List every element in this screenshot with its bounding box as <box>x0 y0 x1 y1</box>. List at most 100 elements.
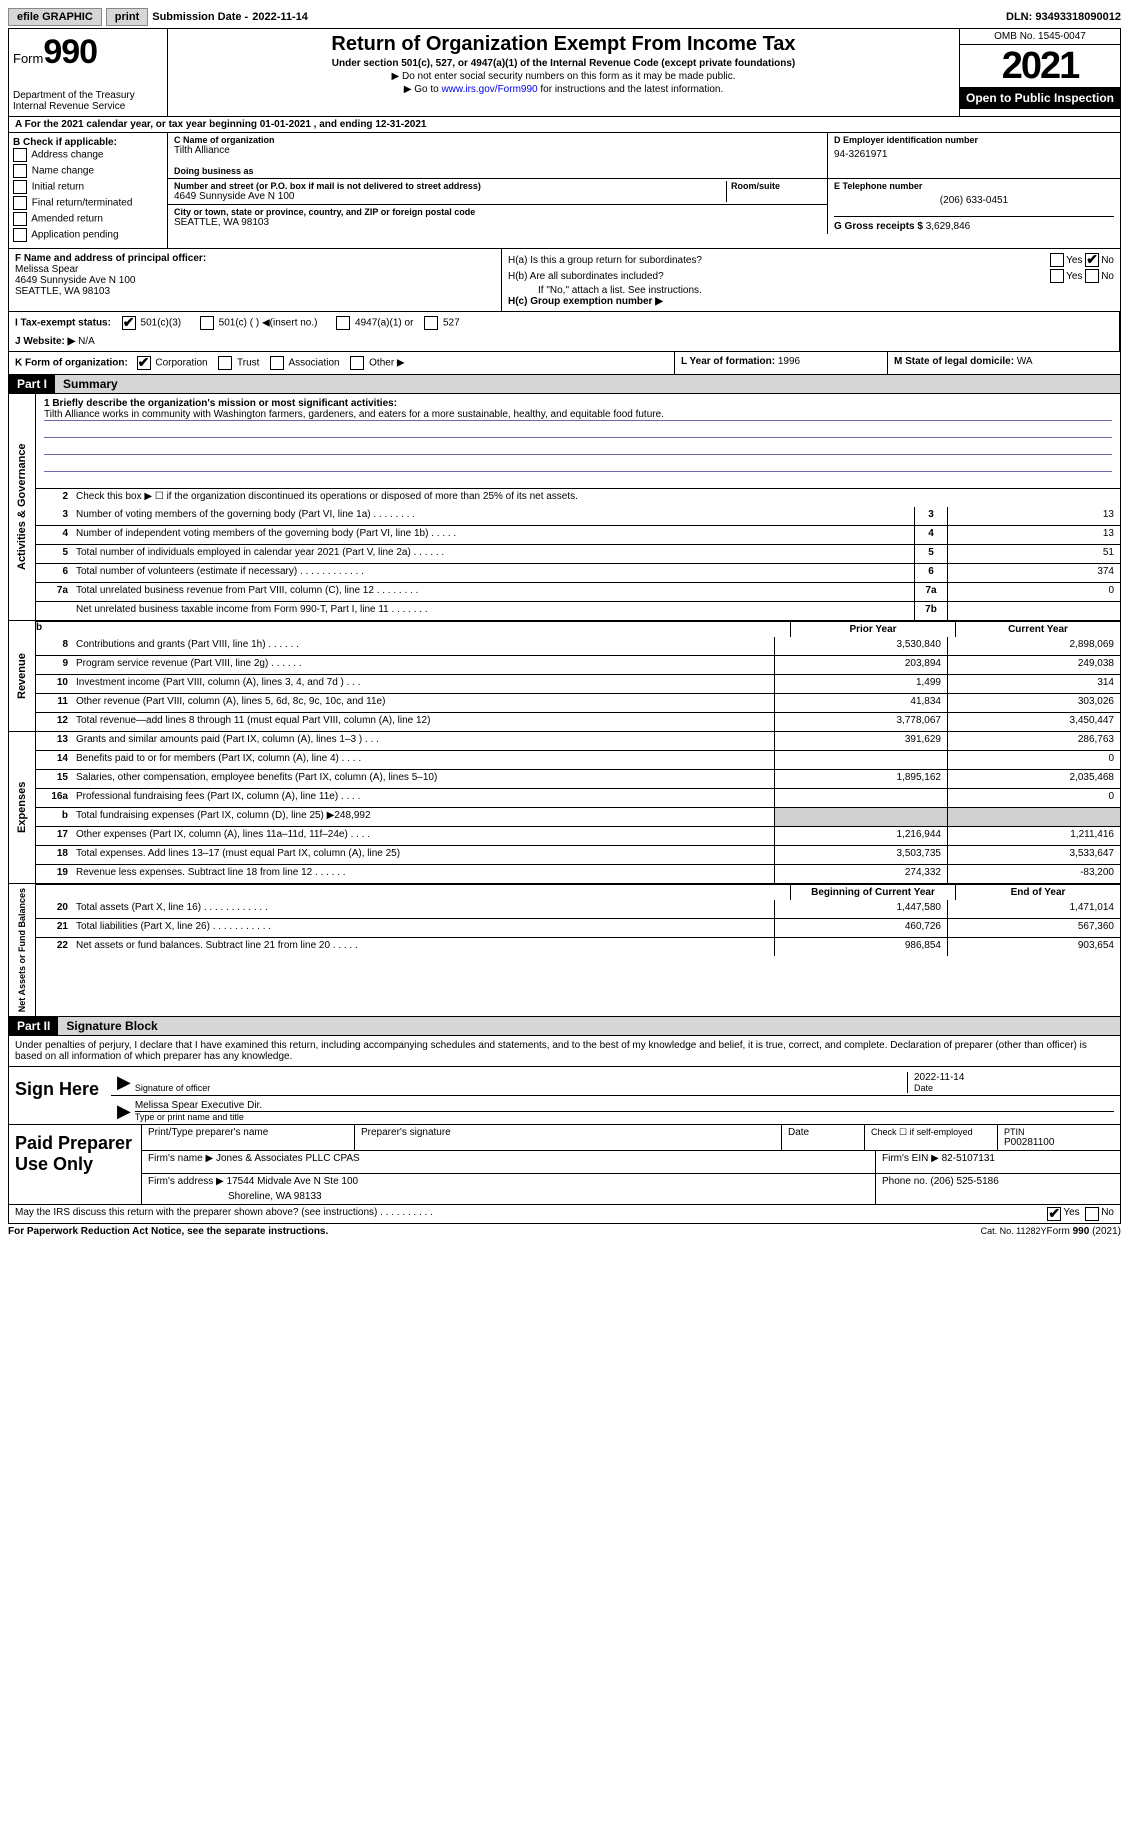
firm-addr2: Shoreline, WA 98133 <box>148 1191 869 1202</box>
summary-line: 3Number of voting members of the governi… <box>36 507 1120 525</box>
checkbox[interactable] <box>13 164 27 178</box>
part1-title: Summary <box>55 375 1120 393</box>
501c-checkbox[interactable] <box>200 316 214 330</box>
officer-addr1: 4649 Sunnyside Ave N 100 <box>15 275 495 286</box>
goto-note: ▶ Go to www.irs.gov/Form990 for instruct… <box>172 84 955 95</box>
revenue-line: 12Total revenue—add lines 8 through 11 (… <box>36 712 1120 731</box>
part1-header: Part I <box>9 375 55 393</box>
sig-date-label: Date <box>914 1083 1114 1093</box>
section-fh: F Name and address of principal officer:… <box>8 249 1121 312</box>
prep-sig-label: Preparer's signature <box>355 1125 782 1150</box>
sig-officer-label: Signature of officer <box>135 1083 907 1093</box>
501c3-checkbox[interactable] <box>122 316 136 330</box>
ha-no-checkbox[interactable] <box>1085 253 1099 267</box>
cat-number: Cat. No. 11282Y <box>981 1226 1047 1237</box>
submission-date: 2022-11-14 <box>252 11 308 23</box>
officer-printed-name: Melissa Spear Executive Dir. <box>135 1100 1114 1112</box>
expense-line: 13Grants and similar amounts paid (Part … <box>36 732 1120 750</box>
city-label: City or town, state or province, country… <box>174 207 821 217</box>
sig-arrow-icon: ▶ <box>117 1072 131 1093</box>
part2-title: Signature Block <box>58 1017 1120 1035</box>
corp-checkbox[interactable] <box>137 356 151 370</box>
city: SEATTLE, WA 98103 <box>174 217 821 228</box>
side-netassets: Net Assets or Fund Balances <box>9 884 36 1016</box>
form-footer: Form 990 (2021) <box>1047 1226 1121 1237</box>
paid-preparer-label: Paid Preparer Use Only <box>9 1125 142 1204</box>
checkbox[interactable] <box>13 228 27 242</box>
street: 4649 Sunnyside Ave N 100 <box>174 191 722 202</box>
other-checkbox[interactable] <box>350 356 364 370</box>
line-a: A For the 2021 calendar year, or tax yea… <box>8 117 1121 133</box>
netassets-line: 21Total liabilities (Part X, line 26) . … <box>36 918 1120 937</box>
ptin-label: PTIN <box>1004 1127 1114 1137</box>
box-b-item: Address change <box>13 148 163 162</box>
omb-number: OMB No. 1545-0047 <box>960 29 1120 45</box>
firm-name-label: Firm's name ▶ <box>148 1153 213 1164</box>
expense-line: 17Other expenses (Part IX, column (A), l… <box>36 826 1120 845</box>
hb-no-checkbox[interactable] <box>1085 269 1099 283</box>
beg-year-header: Beginning of Current Year <box>790 885 955 900</box>
website-label: J Website: ▶ <box>15 336 75 347</box>
firm-addr: 17544 Midvale Ave N Ste 100 <box>227 1176 359 1187</box>
checkbox[interactable] <box>13 180 27 194</box>
dba-label: Doing business as <box>174 166 821 176</box>
form-subtitle: Under section 501(c), 527, or 4947(a)(1)… <box>172 58 955 69</box>
prep-date-label: Date <box>782 1125 865 1150</box>
self-employed-check: Check ☐ if self-employed <box>865 1125 998 1150</box>
public-inspection: Open to Public Inspection <box>960 87 1120 109</box>
room-label: Room/suite <box>731 181 821 191</box>
box-l: L Year of formation: 1996 <box>675 352 888 374</box>
dln: DLN: 93493318090012 <box>1006 11 1121 23</box>
expense-line: 16aProfessional fundraising fees (Part I… <box>36 788 1120 807</box>
expense-line: 19Revenue less expenses. Subtract line 1… <box>36 864 1120 883</box>
box-b: B Check if applicable: Address change Na… <box>9 133 168 248</box>
summary-line: 4Number of independent voting members of… <box>36 525 1120 544</box>
sig-date: 2022-11-14 <box>914 1072 1114 1083</box>
prior-year-header: Prior Year <box>790 622 955 637</box>
discuss-no-checkbox[interactable] <box>1085 1207 1099 1221</box>
dept-label: Department of the Treasury Internal Reve… <box>13 90 163 112</box>
firm-ein-label: Firm's EIN ▶ <box>882 1153 939 1164</box>
hb-yes-checkbox[interactable] <box>1050 269 1064 283</box>
trust-checkbox[interactable] <box>218 356 232 370</box>
summary-line: Net unrelated business taxable income fr… <box>36 601 1120 620</box>
hb-label: H(b) Are all subordinates included? <box>508 271 1050 282</box>
prep-name-label: Print/Type preparer's name <box>142 1125 355 1150</box>
hb-note: If "No," attach a list. See instructions… <box>508 285 1114 296</box>
netassets-line: 20Total assets (Part X, line 16) . . . .… <box>36 900 1120 918</box>
website: N/A <box>78 336 95 347</box>
expense-line: bTotal fundraising expenses (Part IX, co… <box>36 807 1120 826</box>
checkbox[interactable] <box>13 196 27 210</box>
part2-header: Part II <box>9 1017 58 1035</box>
box-k: K Form of organization: Corporation Trus… <box>9 352 675 374</box>
checkbox[interactable] <box>13 212 27 226</box>
submission-date-label: Submission Date - <box>152 11 248 23</box>
side-governance: Activities & Governance <box>9 394 36 620</box>
ptin: P00281100 <box>1004 1137 1114 1148</box>
checkbox[interactable] <box>13 148 27 162</box>
revenue-line: 8Contributions and grants (Part VIII, li… <box>36 637 1120 655</box>
officer-addr2: SEATTLE, WA 98103 <box>15 286 495 297</box>
4947-checkbox[interactable] <box>336 316 350 330</box>
firm-phone-label: Phone no. <box>882 1176 928 1187</box>
discuss-yes-checkbox[interactable] <box>1047 1207 1061 1221</box>
527-checkbox[interactable] <box>424 316 438 330</box>
efile-button[interactable]: efile GRAPHIC <box>8 8 102 26</box>
ein-label: D Employer identification number <box>834 135 1114 145</box>
form990-link[interactable]: www.irs.gov/Form990 <box>441 84 537 95</box>
print-button[interactable]: print <box>106 8 148 26</box>
ha-yes-checkbox[interactable] <box>1050 253 1064 267</box>
tax-year: 2021 <box>960 45 1120 87</box>
box-i: I Tax-exempt status: 501(c)(3) 501(c) ( … <box>9 312 1120 351</box>
side-revenue: Revenue <box>9 621 36 731</box>
firm-addr-label: Firm's address ▶ <box>148 1176 224 1187</box>
pra-notice: For Paperwork Reduction Act Notice, see … <box>8 1226 981 1237</box>
box-b-item: Amended return <box>13 212 163 226</box>
firm-phone: (206) 525-5186 <box>930 1176 998 1187</box>
box-b-item: Initial return <box>13 180 163 194</box>
assoc-checkbox[interactable] <box>270 356 284 370</box>
box-b-item: Application pending <box>13 228 163 242</box>
street-label: Number and street (or P.O. box if mail i… <box>174 181 722 191</box>
printed-name-label: Type or print name and title <box>135 1112 1114 1122</box>
summary-line: 5Total number of individuals employed in… <box>36 544 1120 563</box>
